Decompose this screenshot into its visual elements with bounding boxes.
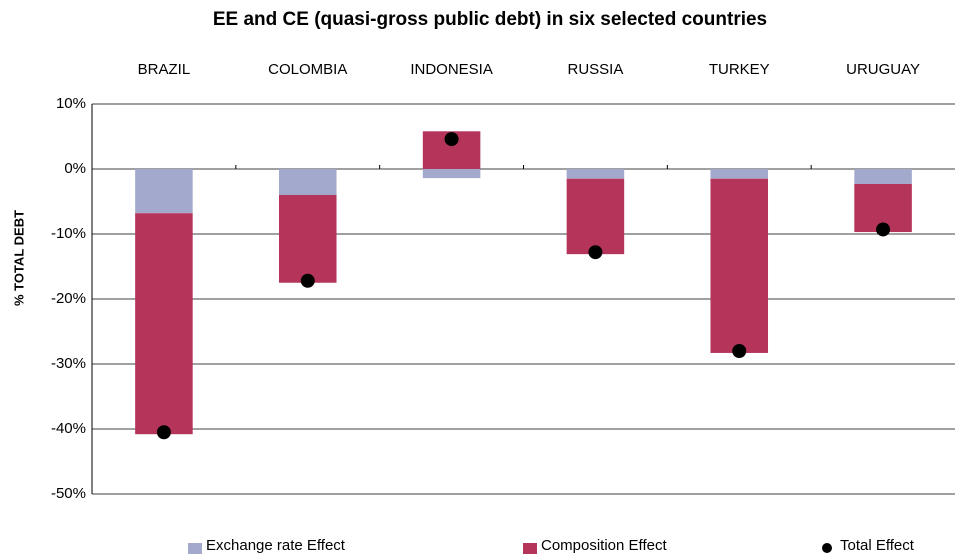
x-tick-label: INDONESIA bbox=[410, 61, 493, 78]
y-tick-label: 0% bbox=[64, 160, 86, 177]
bar bbox=[854, 169, 912, 184]
total-dot bbox=[588, 245, 603, 260]
bar bbox=[710, 178, 769, 353]
bar bbox=[710, 169, 769, 179]
bar bbox=[135, 213, 193, 435]
x-tick-label: RUSSIA bbox=[567, 61, 623, 78]
total-dot bbox=[444, 132, 459, 147]
total-dot bbox=[156, 425, 171, 440]
legend-label: Total Effect bbox=[840, 537, 915, 554]
legend-label: Exchange rate Effect bbox=[206, 537, 346, 554]
bar bbox=[278, 195, 337, 283]
total-dot bbox=[732, 344, 747, 358]
chart-title: EE and CE (quasi-gross public debt) in s… bbox=[213, 9, 767, 30]
y-tick-label: -40% bbox=[51, 420, 86, 437]
y-tick-label: -50% bbox=[51, 485, 86, 502]
y-tick-label: -20% bbox=[51, 290, 86, 307]
y-tick-label: 10% bbox=[56, 95, 86, 112]
bar bbox=[278, 169, 337, 195]
bar bbox=[566, 169, 625, 179]
x-tick-label: BRAZIL bbox=[138, 61, 191, 78]
legend-marker bbox=[188, 543, 202, 554]
x-tick-label: URUGUAY bbox=[846, 61, 920, 78]
total-dot bbox=[876, 222, 891, 237]
total-dot bbox=[300, 273, 315, 288]
bar bbox=[135, 169, 193, 214]
legend-marker bbox=[822, 543, 832, 553]
legend-label: Composition Effect bbox=[541, 537, 667, 554]
x-tick-label: COLOMBIA bbox=[268, 61, 347, 78]
y-tick-label: -30% bbox=[51, 355, 86, 372]
bar bbox=[566, 178, 625, 255]
y-tick-label: -10% bbox=[51, 225, 86, 242]
x-tick-label: TURKEY bbox=[709, 61, 770, 78]
y-axis-label: % TOTAL DEBT bbox=[11, 210, 26, 306]
bar bbox=[422, 169, 481, 179]
legend-marker bbox=[523, 543, 537, 554]
